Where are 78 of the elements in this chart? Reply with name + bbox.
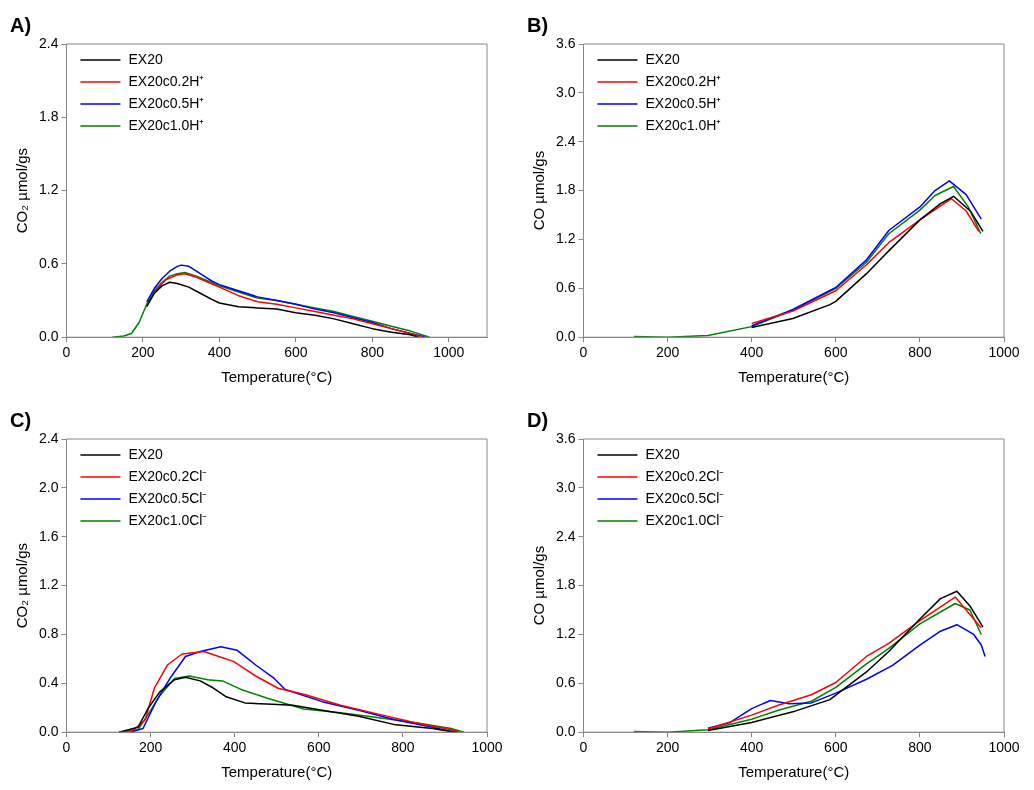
x-tick-label: 200 — [138, 739, 163, 756]
chart-title: D) — [527, 408, 549, 431]
y-tick-label: 1.8 — [555, 181, 576, 198]
y-tick-label: 1.8 — [555, 576, 576, 593]
legend-label: EX20c0.5H⁺ — [645, 94, 722, 111]
y-tick-label: 1.6 — [38, 527, 59, 544]
legend-label: EX20c0.5H⁺ — [128, 94, 205, 111]
y-tick-label: 1.2 — [38, 181, 59, 198]
x-tick-label: 1000 — [988, 739, 1020, 756]
y-tick-label: 0.6 — [38, 254, 59, 271]
y-tick-label: 0.6 — [555, 674, 576, 691]
x-tick-label: 800 — [391, 739, 415, 756]
y-tick-label: 0.8 — [38, 625, 59, 642]
y-tick-label: 2.0 — [38, 478, 59, 495]
y-tick-label: 3.6 — [555, 34, 576, 51]
legend-label: EX20 — [645, 50, 680, 67]
y-tick-label: 3.6 — [555, 429, 576, 446]
legend-label: EX20c0.5Cl⁻ — [128, 489, 208, 506]
x-tick-label: 200 — [655, 739, 680, 756]
x-tick-label: 600 — [284, 344, 308, 361]
y-tick-label: 1.2 — [555, 230, 576, 247]
y-axis-title: CO µmol/gs — [530, 150, 548, 231]
y-tick-label: 1.8 — [38, 108, 59, 125]
x-axis-title: Temperature(°C) — [738, 763, 850, 781]
y-tick-label: 2.4 — [38, 429, 59, 446]
legend-label: EX20c1.0H⁺ — [128, 116, 205, 133]
x-tick-label: 400 — [207, 344, 232, 361]
legend-label: EX20 — [645, 445, 680, 462]
x-tick-label: 400 — [223, 739, 247, 756]
x-axis-title: Temperature(°C) — [738, 368, 850, 386]
y-tick-label: 1.2 — [555, 625, 576, 642]
chart-title: A) — [10, 13, 32, 36]
y-tick-label: 2.4 — [38, 34, 59, 51]
y-tick-label: 3.0 — [555, 83, 576, 100]
chart-title: B) — [527, 13, 549, 36]
y-axis-title: CO₂ µmol/gs — [13, 542, 31, 629]
x-axis-title: Temperature(°C) — [221, 368, 333, 386]
x-tick-label: 1000 — [988, 344, 1020, 361]
legend-label: EX20 — [128, 445, 163, 462]
y-tick-label: 0.0 — [555, 328, 576, 345]
legend-label: EX20c0.2Cl⁻ — [128, 467, 208, 484]
y-axis-title: CO µmol/gs — [530, 545, 548, 626]
x-tick-label: 0 — [62, 344, 71, 361]
x-tick-label: 1000 — [471, 739, 503, 756]
y-axis-title: CO₂ µmol/gs — [13, 147, 31, 234]
x-tick-label: 0 — [579, 739, 588, 756]
legend-label: EX20c1.0Cl⁻ — [128, 511, 208, 528]
x-tick-label: 400 — [740, 344, 764, 361]
legend-label: EX20c0.2H⁺ — [128, 72, 205, 89]
x-tick-label: 0 — [62, 739, 71, 756]
y-tick-label: 0.0 — [555, 723, 576, 740]
legend-label: EX20c0.5Cl⁻ — [645, 489, 725, 506]
x-tick-label: 800 — [908, 739, 932, 756]
y-tick-label: 0.0 — [38, 723, 59, 740]
legend-label: EX20c1.0H⁺ — [645, 116, 722, 133]
x-tick-label: 600 — [307, 739, 331, 756]
x-tick-label: 800 — [360, 344, 385, 361]
legend-label: EX20c1.0Cl⁻ — [645, 511, 725, 528]
x-tick-label: 600 — [824, 739, 848, 756]
chart-title: C) — [10, 408, 32, 431]
y-tick-label: 3.0 — [555, 478, 576, 495]
y-tick-label: 2.4 — [555, 132, 576, 149]
x-tick-label: 0 — [579, 344, 588, 361]
y-tick-label: 1.2 — [38, 576, 59, 593]
legend-label: EX20c0.2Cl⁻ — [645, 467, 725, 484]
x-tick-label: 800 — [908, 344, 932, 361]
y-tick-label: 0.0 — [38, 328, 59, 345]
y-tick-label: 0.6 — [555, 279, 576, 296]
x-tick-label: 200 — [655, 344, 680, 361]
x-axis-title: Temperature(°C) — [221, 763, 333, 781]
y-tick-label: 0.4 — [38, 674, 59, 691]
x-tick-label: 400 — [740, 739, 764, 756]
legend-label: EX20 — [128, 50, 163, 67]
x-tick-label: 600 — [824, 344, 848, 361]
x-tick-label: 200 — [131, 344, 155, 361]
legend-label: EX20c0.2H⁺ — [645, 72, 722, 89]
x-tick-label: 1000 — [433, 344, 465, 361]
y-tick-label: 2.4 — [555, 527, 576, 544]
